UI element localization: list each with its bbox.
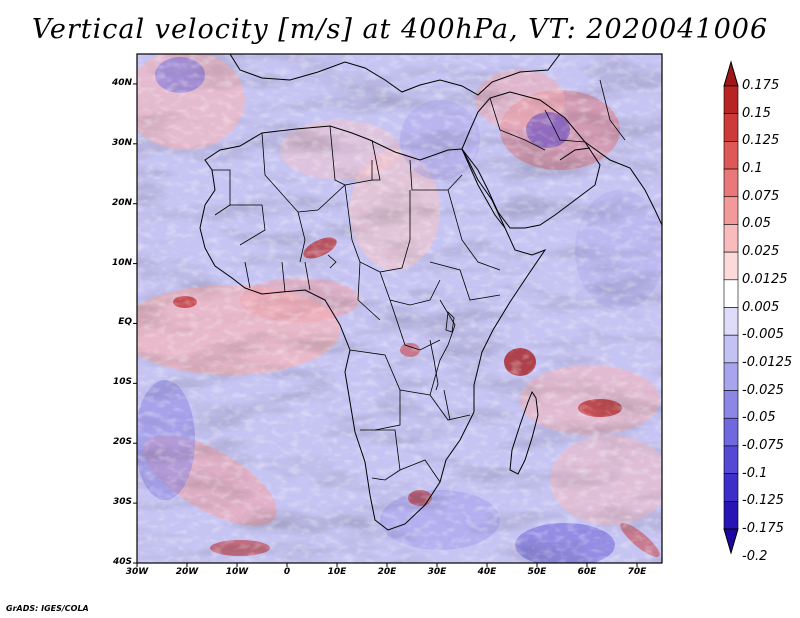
colorbar-segment	[723, 445, 739, 474]
colorbar-segment	[723, 473, 739, 502]
velocity-field	[137, 54, 662, 563]
africa-coastline	[199, 125, 547, 531]
axis-ticks	[133, 83, 638, 567]
asia-coastline	[584, 141, 662, 226]
lon-label: 50E	[527, 567, 547, 577]
colorbar-segment	[723, 251, 739, 281]
colorbar-label: 0.025	[742, 244, 780, 260]
map-frame	[136, 53, 663, 564]
colorbar-segment	[723, 307, 739, 336]
lon-label: 60E	[577, 567, 597, 577]
colorbar-segment	[723, 501, 739, 530]
colorbar-label: 0.05	[742, 216, 771, 232]
colorbar-label: -0.025	[742, 382, 784, 398]
colorbar-label: 0.15	[742, 105, 771, 121]
colorbar-segment	[723, 141, 739, 170]
lat-label: 10S	[112, 377, 132, 388]
map-title: Vertical velocity [m/s] at 400hPa, VT: 2…	[31, 14, 769, 45]
colorbar-label: 0.075	[742, 188, 780, 204]
lat-label: 30N	[111, 137, 132, 148]
madagascar-coastline	[509, 390, 539, 475]
lon-label: 30E	[427, 567, 447, 577]
gulf-coast	[559, 147, 591, 161]
colorbar-label: -0.175	[742, 521, 784, 536]
colorbar-label: 0.0125	[742, 271, 788, 287]
lat-label: 20N	[111, 197, 132, 208]
colorbar-segment	[723, 224, 739, 253]
lat-label: EQ	[118, 317, 132, 328]
lon-label: 0	[283, 567, 291, 577]
lon-label: 20W	[175, 567, 199, 577]
lon-label: 30W	[125, 567, 149, 577]
colorbar-segment	[723, 334, 739, 364]
colorbar-label: -0.005	[742, 327, 784, 343]
colorbar-segment	[723, 362, 739, 391]
country-borders	[212, 79, 626, 483]
lat-label: 40S	[112, 557, 132, 567]
colorbar-label: 0.1	[742, 161, 763, 177]
lat-label: 10N	[111, 257, 132, 268]
lon-label: 10W	[225, 567, 249, 577]
lat-label: 30S	[112, 497, 132, 508]
grads-credit: GrADS: IGES/COLA	[6, 604, 89, 613]
europe-coastline	[229, 54, 561, 96]
colorbar-label: 0.125	[742, 133, 780, 149]
colorbar-segment	[723, 279, 739, 308]
red-sea	[461, 148, 506, 229]
colorbar-max-arrow	[723, 60, 739, 87]
colorbar-label: -0.125	[742, 493, 784, 509]
colorbar-label: -0.075	[742, 437, 784, 453]
colorbar-segment	[723, 113, 739, 142]
lon-label: 10E	[327, 567, 347, 577]
lakes	[327, 254, 455, 421]
colorbar-min-arrow	[723, 528, 739, 555]
colorbar-segment	[723, 196, 739, 225]
colorbar-segment	[723, 85, 739, 114]
colorbar	[723, 60, 739, 555]
coastlines	[199, 54, 662, 531]
colorbar-segment	[723, 417, 739, 447]
lat-label: 20S	[112, 437, 132, 448]
colorbar-label: 0.175	[742, 78, 780, 93]
lat-label: 40N	[111, 77, 132, 88]
colorbar-label: -0.0125	[742, 354, 793, 370]
colorbar-label: 0.005	[742, 299, 780, 315]
colorbar-segment	[723, 390, 739, 419]
lon-label: 70E	[627, 567, 647, 577]
colorbar-label: -0.2	[742, 548, 768, 564]
colorbar-label: -0.1	[742, 465, 768, 481]
lon-label: 40E	[477, 567, 497, 577]
colorbar-segment	[723, 168, 739, 198]
colorbar-label: -0.05	[742, 410, 776, 426]
lon-label: 20E	[377, 567, 397, 577]
